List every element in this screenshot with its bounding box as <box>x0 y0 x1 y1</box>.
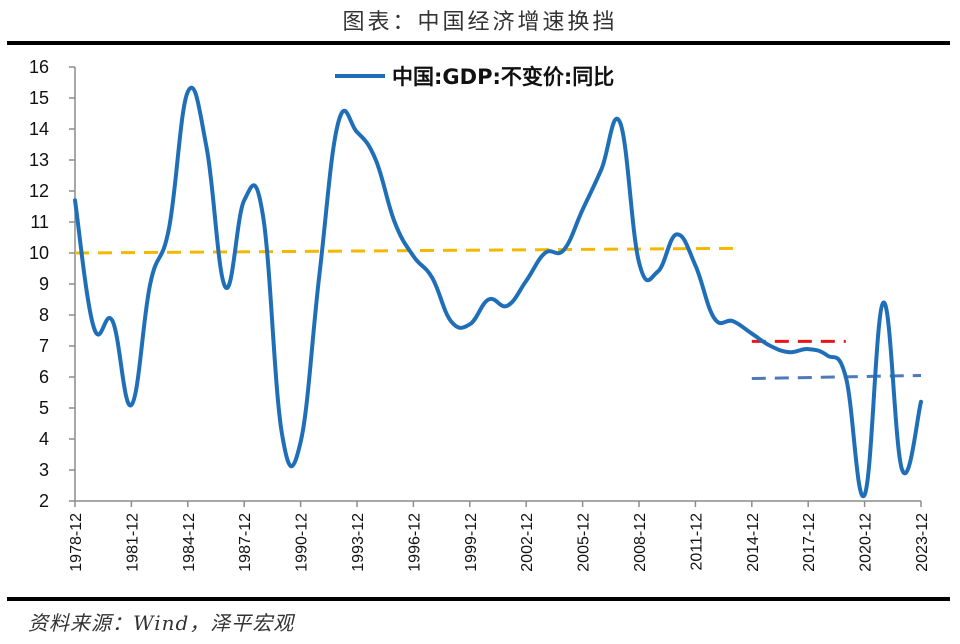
y-tick-label: 8 <box>39 305 49 325</box>
x-tick-label: 2014-12 <box>745 513 762 572</box>
y-tick-label: 5 <box>39 398 49 418</box>
data-point <box>900 468 904 472</box>
data-point <box>223 285 227 289</box>
data-point <box>148 282 152 286</box>
data-point <box>769 344 773 348</box>
y-tick-label: 4 <box>39 429 49 449</box>
reference-lines <box>74 246 922 381</box>
data-point <box>825 353 829 357</box>
data-point <box>205 146 209 150</box>
data-point <box>186 90 190 94</box>
data-point <box>430 276 434 280</box>
data-point <box>280 431 284 435</box>
source-note: 资料来源：Wind，泽平宏观 <box>28 611 295 635</box>
gdp-growth-line <box>73 85 923 499</box>
data-point <box>487 298 491 302</box>
data-point <box>129 403 133 407</box>
x-tick-label: 2017-12 <box>801 513 818 572</box>
x-tick-label: 1999-12 <box>463 513 480 572</box>
y-tick-label: 14 <box>29 119 49 139</box>
reference-line-1 <box>74 246 734 255</box>
data-point <box>637 260 641 264</box>
y-tick-label: 13 <box>29 150 49 170</box>
legend-label: 中国:GDP:不变价:同比 <box>392 65 614 89</box>
data-point <box>468 322 472 326</box>
x-tick-label: 1984-12 <box>181 513 198 572</box>
x-tick-label: 2002-12 <box>519 513 536 572</box>
legend: 中国:GDP:不变价:同比 <box>335 65 614 89</box>
data-point <box>656 270 660 274</box>
y-tick-label: 3 <box>39 460 49 480</box>
data-point <box>505 304 509 308</box>
series-group <box>73 85 923 499</box>
data-point <box>167 226 171 230</box>
data-point <box>581 208 585 212</box>
bottom-rule-divider <box>7 597 950 601</box>
data-point <box>524 279 528 283</box>
reference-line-3 <box>751 373 922 381</box>
x-tick-label: 1981-12 <box>124 513 141 572</box>
y-tick-label: 16 <box>29 57 49 77</box>
x-tick-label: 1990-12 <box>294 513 311 572</box>
y-tick-label: 6 <box>39 367 49 387</box>
data-point <box>73 198 77 202</box>
data-point <box>393 220 397 224</box>
y-tick-label: 9 <box>39 274 49 294</box>
x-tick-label: 2011-12 <box>688 513 705 571</box>
data-point <box>731 319 735 323</box>
x-tick-label: 1993-12 <box>350 513 367 572</box>
data-point <box>317 273 321 277</box>
data-point <box>750 332 754 336</box>
x-tick-label: 2023-12 <box>914 513 931 572</box>
data-point <box>562 248 566 252</box>
x-tick-label: 2020-12 <box>858 513 875 572</box>
y-tick-label: 2 <box>39 491 49 511</box>
x-tick-label: 1996-12 <box>406 513 423 572</box>
data-point <box>374 158 378 162</box>
data-point <box>693 263 697 267</box>
x-tick-label: 2008-12 <box>632 513 649 572</box>
x-tick-label: 2005-12 <box>576 513 593 572</box>
x-axis: 1978-12 1981-12 1984-12 1987-12 1990-12 1993-… <box>68 500 931 572</box>
data-point <box>863 493 867 497</box>
data-point <box>355 130 359 134</box>
y-tick-label: 7 <box>39 336 49 356</box>
data-point <box>543 251 547 255</box>
x-tick-label: 1978-12 <box>68 513 85 572</box>
y-tick-label: 11 <box>30 212 49 232</box>
y-tick-label: 15 <box>29 88 49 108</box>
data-point <box>881 301 885 305</box>
data-point <box>806 347 810 351</box>
data-point <box>261 214 265 218</box>
chart-title: 图表：中国经济增速换挡 <box>342 10 618 35</box>
data-point <box>299 440 303 444</box>
y-axis: 2 3 4 5 6 7 8 9 10 11 12 13 14 15 16 <box>29 57 76 511</box>
data-point <box>618 121 622 125</box>
data-point <box>411 254 415 258</box>
data-point <box>449 319 453 323</box>
data-point <box>844 375 848 379</box>
data-point <box>712 316 716 320</box>
x-tick-label: 1987-12 <box>237 513 254 572</box>
data-point <box>675 232 679 236</box>
data-point <box>787 350 791 354</box>
data-point <box>92 325 96 329</box>
data-point <box>599 167 603 171</box>
data-point <box>242 198 246 202</box>
y-tick-label: 10 <box>29 243 49 263</box>
data-point <box>111 319 115 323</box>
data-point <box>919 400 923 404</box>
data-point <box>336 121 340 125</box>
top-rule-divider <box>7 41 950 45</box>
y-tick-label: 12 <box>29 181 49 201</box>
